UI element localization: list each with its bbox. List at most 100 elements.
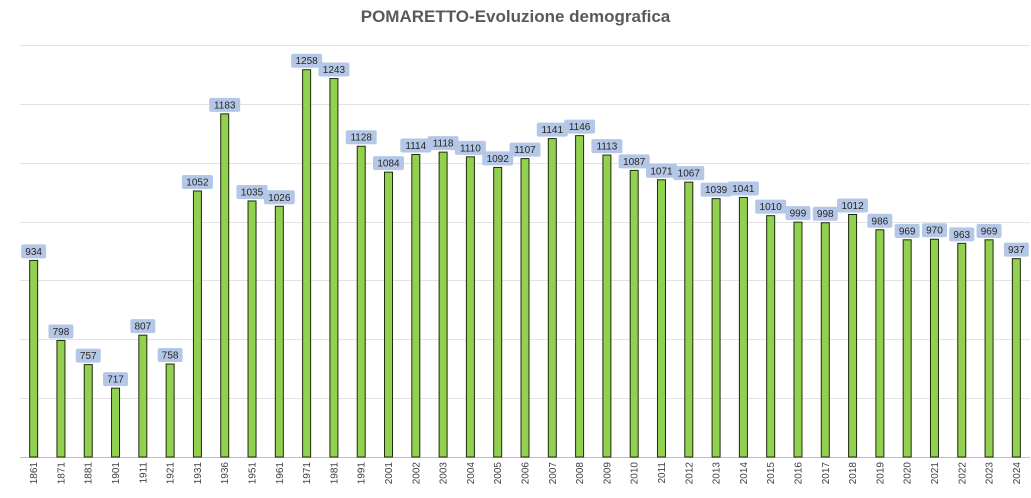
- x-tick-label-1881: 1881: [84, 462, 95, 485]
- data-labels: 934 798 757 717 807 758 1052 1183 1035 1026 1258 12…: [21, 53, 1029, 387]
- data-label-1901: 717: [107, 375, 124, 386]
- bar-2001: [384, 171, 394, 458]
- x-tick-label-2015: 2015: [766, 462, 777, 485]
- data-label-bg: [976, 223, 1002, 238]
- data-label-bg: [673, 166, 705, 181]
- data-label-bg: [400, 138, 432, 153]
- x-tick-label-2014: 2014: [739, 462, 750, 485]
- data-label-1931: 1052: [186, 177, 209, 188]
- data-label-bg: [373, 156, 405, 171]
- data-label-2008: 1146: [569, 122, 591, 133]
- data-label-2011: 1071: [650, 166, 673, 177]
- data-label-bg: [236, 184, 268, 199]
- data-label-bg: [209, 97, 241, 112]
- bar-1861: [29, 259, 39, 458]
- data-label-bg: [157, 348, 183, 363]
- chart-title: POMARETTO-Evoluzione demografica: [360, 7, 671, 26]
- data-label-bg: [318, 62, 350, 77]
- bar-2024: [1011, 258, 1021, 458]
- data-label-2018: 1012: [841, 201, 864, 212]
- x-tick-label-2023: 2023: [985, 462, 996, 485]
- x-tick-label-1861: 1861: [29, 462, 40, 485]
- bar-2016: [793, 221, 803, 458]
- x-tick-label-2003: 2003: [439, 462, 450, 485]
- x-tick-label-1871: 1871: [56, 462, 67, 485]
- x-tick-label-1931: 1931: [193, 462, 204, 485]
- data-label-2022: 963: [953, 230, 970, 241]
- x-tick-label-1951: 1951: [248, 462, 259, 485]
- data-label-bg: [291, 53, 323, 68]
- data-label-2023: 969: [981, 226, 998, 237]
- data-label-1961: 1026: [268, 193, 291, 204]
- data-label-2016: 999: [790, 209, 807, 220]
- x-tick-label-2021: 2021: [930, 462, 941, 485]
- data-label-bg: [812, 206, 838, 221]
- data-label-bg: [536, 122, 568, 137]
- data-label-1936: 1183: [214, 100, 236, 111]
- x-tick-label-2009: 2009: [602, 462, 613, 485]
- bar-1951: [247, 200, 257, 458]
- x-tick-label-2022: 2022: [957, 462, 968, 485]
- x-tick-label-1911: 1911: [138, 462, 149, 484]
- data-label-2004: 1110: [460, 143, 481, 154]
- data-label-bg: [48, 324, 74, 339]
- x-tick-label-2024: 2024: [1012, 462, 1023, 485]
- bar-2003: [438, 151, 448, 458]
- bar-2022: [957, 242, 967, 458]
- data-label-2010: 1087: [623, 157, 646, 168]
- data-label-bg: [1003, 242, 1029, 257]
- data-label-1981: 1243: [323, 65, 346, 76]
- bar-2021: [929, 238, 939, 458]
- bars: [29, 69, 1021, 458]
- bar-1931: [192, 190, 202, 458]
- bar-1871: [56, 339, 66, 458]
- bar-2012: [684, 181, 694, 458]
- data-label-2006: 1107: [514, 145, 536, 156]
- x-tick-label-2002: 2002: [411, 462, 422, 485]
- data-label-2021: 970: [926, 226, 943, 237]
- bar-1881: [83, 364, 93, 458]
- data-label-bg: [181, 174, 213, 189]
- x-tick-label-1936: 1936: [220, 462, 231, 485]
- bar-2011: [656, 179, 666, 458]
- data-label-2007: 1141: [542, 125, 564, 136]
- x-tick-label-2017: 2017: [821, 462, 832, 485]
- data-label-2024: 937: [1008, 245, 1025, 256]
- data-label-bg: [591, 139, 623, 154]
- data-label-bg: [263, 190, 295, 205]
- data-label-2019: 986: [872, 216, 889, 227]
- x-tick-label-2019: 2019: [875, 462, 886, 485]
- data-label-bg: [454, 140, 486, 155]
- bar-2015: [766, 215, 776, 458]
- data-label-bg: [645, 163, 677, 178]
- data-label-2002: 1114: [405, 141, 426, 152]
- data-label-2013: 1039: [705, 185, 728, 196]
- x-tick-label-2013: 2013: [712, 462, 723, 485]
- data-label-bg: [21, 244, 47, 259]
- bar-1981: [329, 78, 339, 458]
- x-tick-label-2007: 2007: [548, 462, 559, 485]
- x-tick-label-1921: 1921: [166, 462, 177, 485]
- x-tick-label-2011: 2011: [657, 462, 668, 484]
- bar-1921: [165, 363, 175, 458]
- data-label-2001: 1084: [377, 159, 400, 170]
- x-tick-label-2005: 2005: [493, 462, 504, 485]
- data-label-bg: [103, 372, 129, 387]
- bar-1911: [138, 334, 148, 458]
- data-label-bg: [727, 181, 759, 196]
- data-label-2005: 1092: [487, 154, 510, 165]
- data-label-bg: [837, 198, 869, 213]
- data-label-bg: [75, 348, 101, 363]
- data-label-2017: 998: [817, 209, 834, 220]
- bar-2009: [602, 154, 612, 458]
- x-tick-label-2001: 2001: [384, 462, 395, 485]
- data-label-bg: [700, 182, 732, 197]
- bar-2018: [848, 214, 858, 458]
- bar-1991: [356, 145, 366, 458]
- data-label-2009: 1113: [597, 142, 618, 153]
- data-label-1951: 1035: [241, 187, 264, 198]
- data-label-bg: [921, 223, 947, 238]
- bar-1971: [302, 69, 312, 458]
- data-label-bg: [894, 223, 920, 238]
